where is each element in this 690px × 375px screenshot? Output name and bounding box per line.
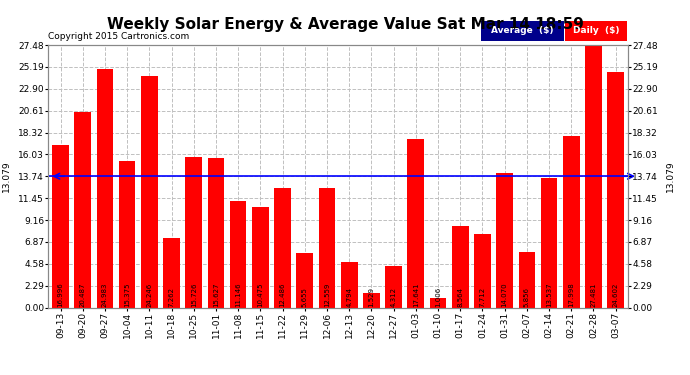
Bar	[230, 201, 246, 308]
Bar	[141, 76, 158, 307]
Text: 24.983: 24.983	[102, 282, 108, 306]
Bar	[541, 178, 558, 308]
Text: Copyright 2015 Cartronics.com: Copyright 2015 Cartronics.com	[48, 32, 190, 41]
Text: 12.486: 12.486	[279, 282, 286, 306]
Text: 5.655: 5.655	[302, 286, 308, 306]
Text: 17.998: 17.998	[569, 282, 574, 306]
Text: 15.375: 15.375	[124, 282, 130, 306]
Text: 24.602: 24.602	[613, 282, 619, 306]
Text: 17.641: 17.641	[413, 282, 419, 306]
Bar	[363, 293, 380, 308]
Bar	[518, 252, 535, 308]
Bar	[97, 69, 113, 308]
Text: 5.856: 5.856	[524, 286, 530, 306]
Bar	[452, 226, 469, 308]
Bar	[52, 145, 69, 308]
Bar	[119, 160, 135, 308]
Bar	[408, 139, 424, 308]
Bar	[319, 188, 335, 308]
Text: Average  ($): Average ($)	[491, 26, 553, 35]
Bar	[297, 254, 313, 308]
Bar	[430, 298, 446, 307]
Text: 27.481: 27.481	[591, 282, 596, 306]
Text: 14.070: 14.070	[502, 282, 508, 306]
Text: 8.564: 8.564	[457, 286, 463, 306]
Text: 7.262: 7.262	[168, 286, 175, 306]
Bar	[75, 112, 91, 308]
Text: Weekly Solar Energy & Average Value Sat Mar 14 18:59: Weekly Solar Energy & Average Value Sat …	[106, 17, 584, 32]
Bar	[585, 45, 602, 308]
Bar	[186, 157, 202, 308]
Bar	[607, 72, 624, 308]
Bar	[208, 158, 224, 308]
Text: 15.726: 15.726	[190, 282, 197, 306]
Text: Daily  ($): Daily ($)	[573, 26, 620, 35]
Bar	[496, 173, 513, 308]
Bar	[385, 266, 402, 308]
Text: 1.529: 1.529	[368, 286, 375, 306]
Text: 13.079: 13.079	[1, 160, 10, 192]
Bar	[164, 238, 180, 308]
Text: 16.996: 16.996	[57, 282, 63, 306]
Text: 13.079: 13.079	[666, 160, 675, 192]
Text: 4.794: 4.794	[346, 286, 352, 306]
Text: 15.627: 15.627	[213, 282, 219, 306]
Bar	[252, 207, 268, 308]
Text: 10.475: 10.475	[257, 282, 264, 306]
Bar	[341, 262, 357, 308]
Text: 11.146: 11.146	[235, 282, 242, 306]
Text: 4.312: 4.312	[391, 286, 397, 306]
Text: 12.559: 12.559	[324, 282, 330, 306]
Bar	[274, 188, 291, 308]
Bar	[563, 136, 580, 308]
Text: 24.246: 24.246	[146, 282, 152, 306]
Bar	[474, 234, 491, 308]
Text: 20.487: 20.487	[80, 282, 86, 306]
Text: 7.712: 7.712	[480, 286, 486, 306]
Text: 1.006: 1.006	[435, 286, 441, 306]
Text: 13.537: 13.537	[546, 282, 552, 306]
